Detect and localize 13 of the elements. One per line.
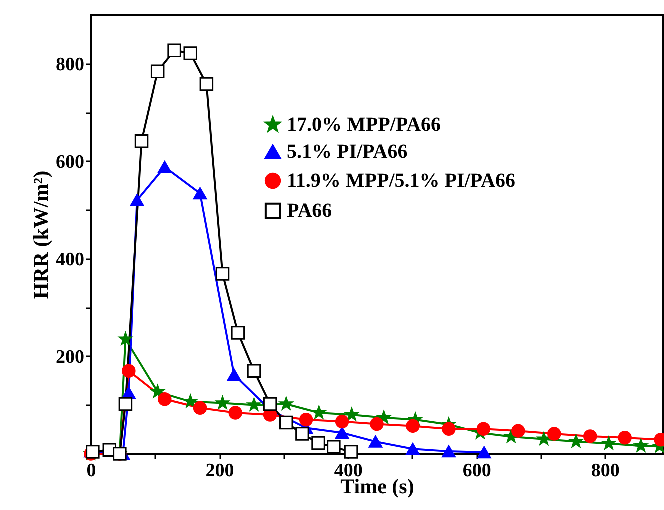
y-tick-label: 400 bbox=[56, 249, 84, 270]
x-tick-label: 800 bbox=[591, 460, 620, 482]
x-tick-label: 600 bbox=[462, 460, 492, 482]
x-tick-label: 0 bbox=[86, 460, 96, 482]
legend-label: PA66 bbox=[287, 200, 332, 222]
y-axis-title: HRR (kW/m²) bbox=[29, 170, 53, 300]
x-tick-label: 200 bbox=[206, 460, 234, 482]
y-tick-label: 200 bbox=[56, 346, 84, 368]
y-tick-label: 800 bbox=[56, 54, 84, 76]
legend-label: 5.1% PI/PA66 bbox=[287, 141, 408, 163]
legend-label: 11.9% MPP/5.1% PI/PA66 bbox=[287, 170, 516, 192]
y-tick-label: 600 bbox=[56, 152, 84, 173]
legend-label: 17.0% MPP/PA66 bbox=[287, 114, 442, 136]
